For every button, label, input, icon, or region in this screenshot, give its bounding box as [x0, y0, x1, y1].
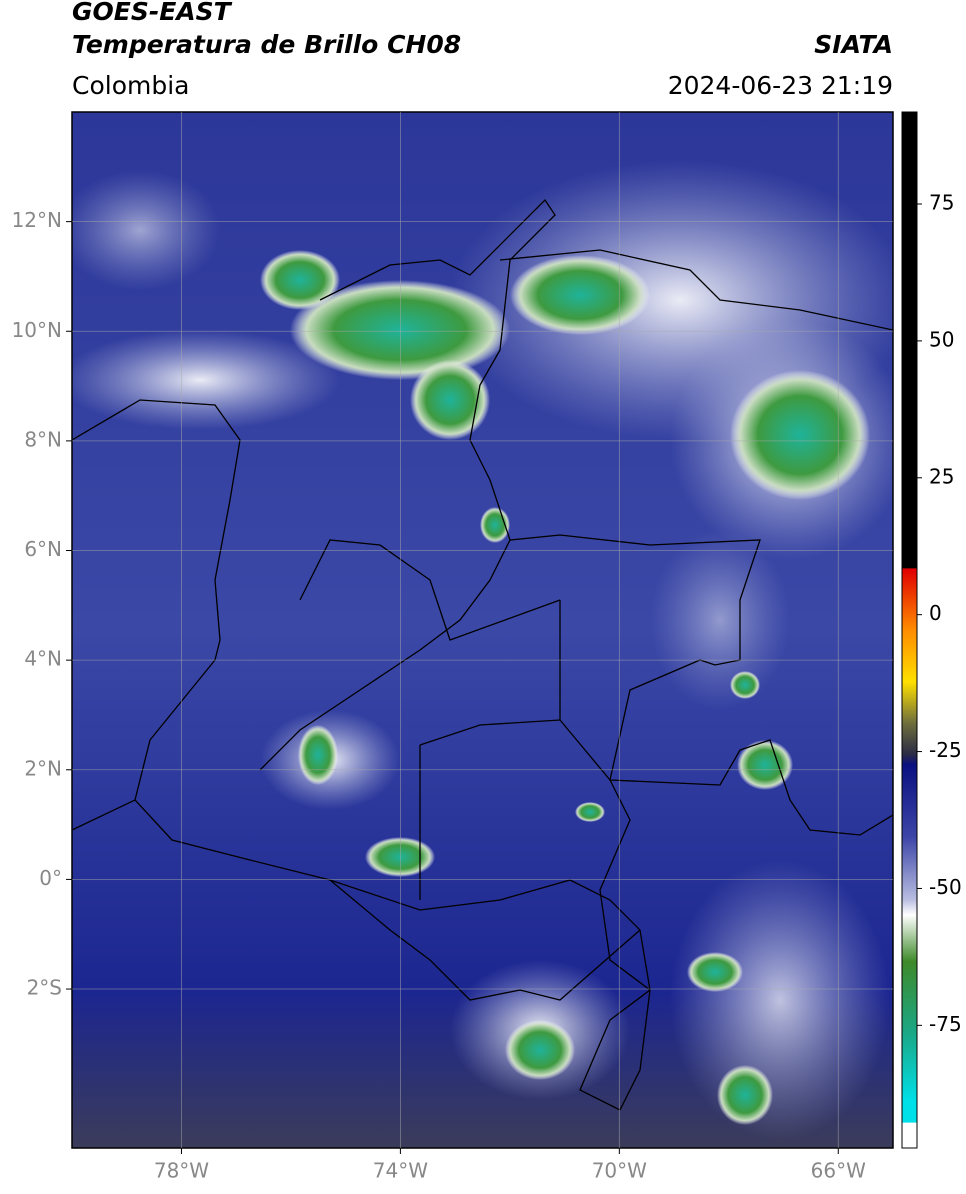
lon-tick-label: 70°W — [592, 1159, 647, 1183]
lat-tick-label: 2°S — [27, 976, 62, 1000]
lon-tick-label: 66°W — [811, 1159, 866, 1183]
colorbar-tick-label: 50 — [929, 327, 954, 351]
lat-tick-label: 2°N — [24, 756, 62, 780]
lat-tick-label: 6°N — [24, 537, 62, 561]
lat-tick-label: 4°N — [24, 647, 62, 671]
colorbar-tick-label: 0 — [929, 601, 942, 625]
lat-tick-label: 0° — [39, 866, 62, 890]
lat-tick-label: 12°N — [12, 208, 62, 232]
source: SIATA — [814, 30, 893, 59]
lon-tick-label: 74°W — [373, 1159, 428, 1183]
lon-tick-label: 78°W — [154, 1159, 209, 1183]
region: Colombia — [72, 71, 189, 100]
colorbar — [901, 111, 918, 1149]
colorbar-tick-label: -50 — [929, 875, 962, 899]
colorbar-tick-label: -75 — [929, 1012, 962, 1036]
satellite-image — [72, 112, 893, 1148]
lat-tick-label: 10°N — [12, 318, 62, 342]
satellite: GOES-EAST — [72, 0, 233, 26]
lat-tick-label: 8°N — [24, 427, 62, 451]
colorbar-tick-label: 25 — [929, 464, 954, 488]
colorbar-tick-label: 75 — [929, 190, 954, 214]
product: Temperatura de Brillo CH08 — [72, 30, 461, 59]
map-frame — [71, 111, 894, 1149]
colorbar-tick-label: -25 — [929, 738, 962, 762]
datetime: 2024-06-23 21:19 — [668, 71, 893, 100]
